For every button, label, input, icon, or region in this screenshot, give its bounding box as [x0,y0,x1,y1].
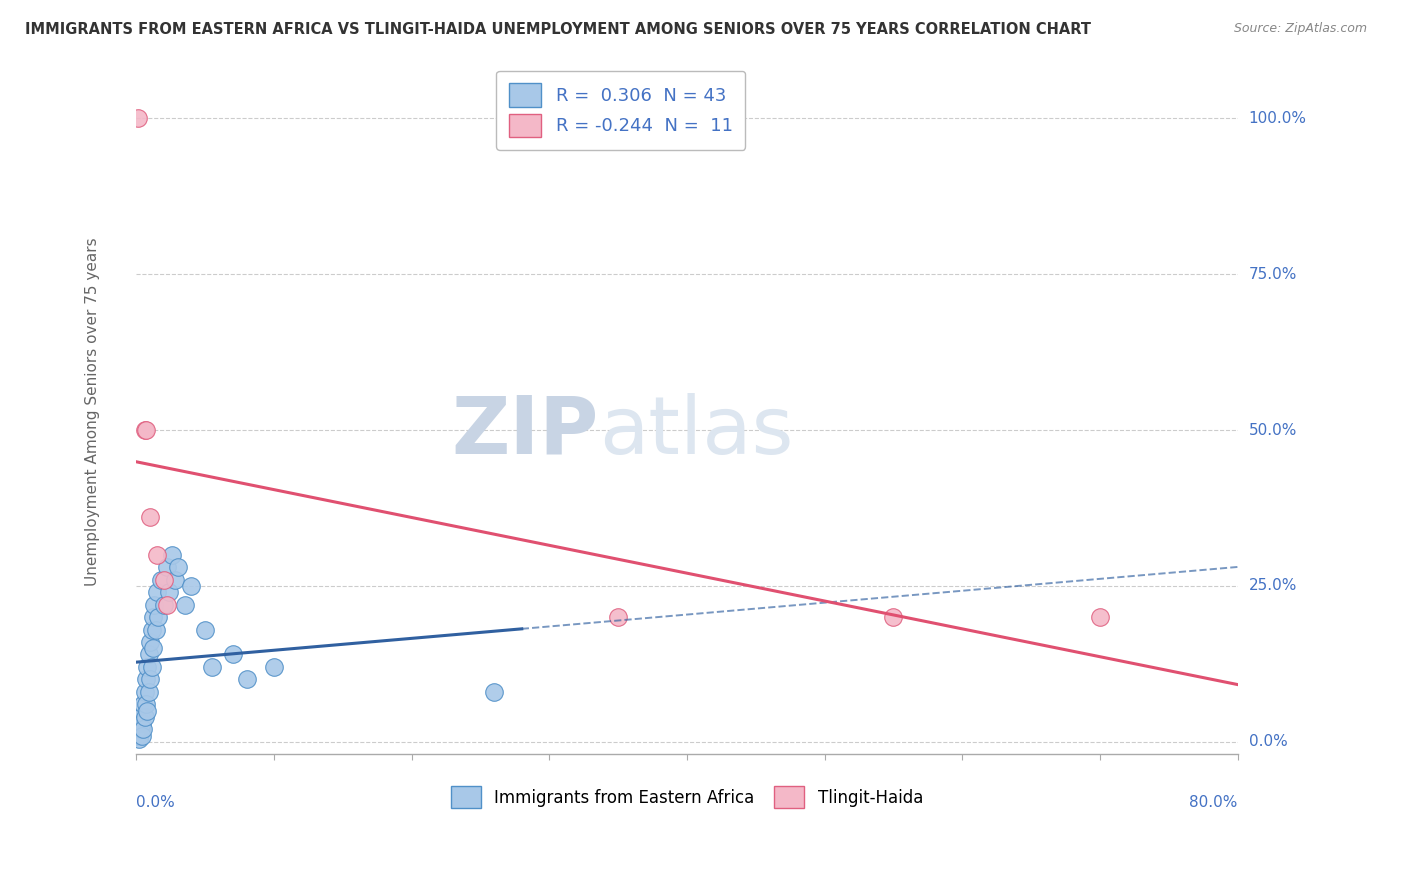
Point [484,685,506,699]
Text: 100.0%: 100.0% [1249,111,1306,126]
Point [142,641,165,656]
Point [156,560,179,574]
Point [222,648,245,662]
Point [128,729,150,743]
Point [157,585,180,599]
Point [129,710,152,724]
Point [135,423,157,437]
Point [131,716,153,731]
Point [138,685,160,699]
Point [882,610,904,624]
Point [135,698,157,712]
Point [142,610,165,624]
Text: 25.0%: 25.0% [1249,578,1296,593]
Text: 0.0%: 0.0% [1249,734,1288,749]
Text: IMMIGRANTS FROM EASTERN AFRICA VS TLINGIT-HAIDA UNEMPLOYMENT AMONG SENIORS OVER : IMMIGRANTS FROM EASTERN AFRICA VS TLINGI… [25,22,1091,37]
Point [143,598,166,612]
Point [1088,610,1111,624]
Point [153,573,176,587]
Point [134,685,156,699]
Text: 80.0%: 80.0% [1189,796,1237,810]
Point [156,598,179,612]
Point [160,548,183,562]
Point [141,660,163,674]
Text: Unemployment Among Seniors over 75 years: Unemployment Among Seniors over 75 years [84,237,100,586]
Text: 0.0%: 0.0% [136,796,176,810]
Point [132,698,155,712]
Point [134,710,156,724]
Point [136,704,159,718]
Text: 50.0%: 50.0% [1249,423,1296,438]
Point [132,723,155,737]
Point [148,610,170,624]
Point [131,729,153,743]
Point [134,423,156,437]
Text: 75.0%: 75.0% [1249,267,1296,282]
Point [235,673,257,687]
Point [146,585,169,599]
Point [263,660,285,674]
Text: Source: ZipAtlas.com: Source: ZipAtlas.com [1233,22,1367,36]
Point [146,548,169,562]
Point [139,673,162,687]
Point [136,660,159,674]
Point [150,573,173,587]
Point [128,731,150,746]
Point [173,598,195,612]
Point [607,610,630,624]
Point [163,573,186,587]
Point [135,673,157,687]
Point [180,579,202,593]
Point [139,510,162,524]
Point [145,623,167,637]
Text: atlas: atlas [599,393,793,471]
Text: ZIP: ZIP [451,393,599,471]
Point [139,635,162,649]
Point [127,723,149,737]
Point [129,723,152,737]
Point [194,623,217,637]
Point [141,623,163,637]
Legend: Immigrants from Eastern Africa, Tlingit-Haida: Immigrants from Eastern Africa, Tlingit-… [444,780,929,814]
Point [127,112,149,126]
Point [166,560,188,574]
Point [201,660,224,674]
Point [138,648,160,662]
Point [153,598,176,612]
Point [127,729,149,743]
